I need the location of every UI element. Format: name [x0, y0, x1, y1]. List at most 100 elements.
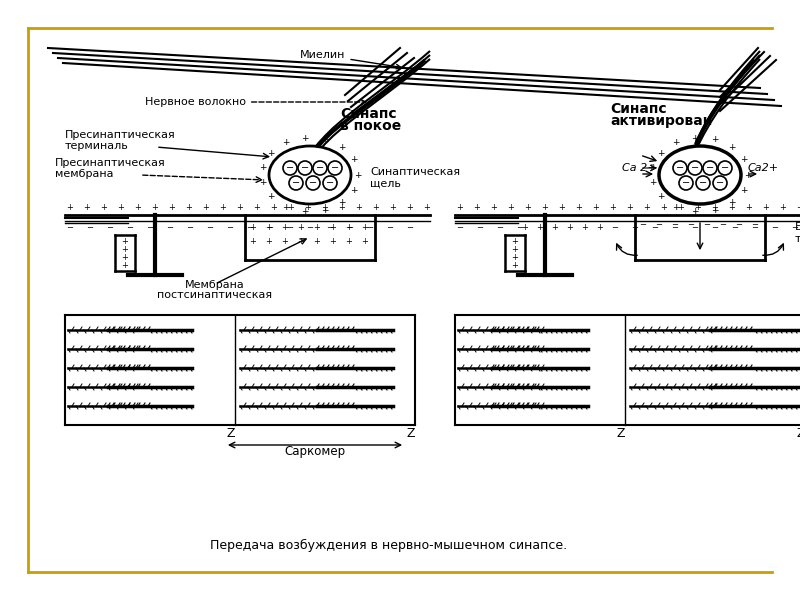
Text: постсинаптическая: постсинаптическая: [158, 290, 273, 300]
Text: +: +: [658, 192, 665, 201]
Text: +: +: [266, 236, 273, 245]
Text: мембрана: мембрана: [55, 169, 114, 179]
Text: +: +: [511, 260, 518, 269]
Circle shape: [696, 176, 710, 190]
Circle shape: [313, 161, 327, 175]
Text: −: −: [655, 220, 662, 229]
Text: Ca2+: Ca2+: [748, 163, 779, 173]
Text: Синаптическая: Синаптическая: [370, 167, 460, 177]
Text: +: +: [354, 170, 362, 179]
Text: −: −: [292, 178, 300, 188]
Text: +: +: [658, 149, 665, 158]
Text: +: +: [728, 143, 736, 152]
Text: +: +: [542, 203, 549, 212]
Text: −: −: [126, 223, 134, 232]
Text: щель: щель: [370, 179, 401, 189]
Text: +: +: [305, 203, 311, 212]
Text: −: −: [719, 220, 726, 229]
Text: +: +: [797, 203, 800, 212]
Text: −: −: [671, 220, 678, 229]
Text: +: +: [314, 236, 321, 245]
Text: −: −: [687, 220, 694, 229]
Text: −: −: [731, 223, 738, 232]
Text: +: +: [610, 203, 617, 212]
Text: +: +: [558, 203, 566, 212]
Text: +: +: [122, 245, 129, 253]
Text: в покое: в покое: [340, 119, 402, 133]
Circle shape: [718, 161, 732, 175]
Text: −: −: [706, 163, 714, 173]
Text: +: +: [490, 203, 498, 212]
Ellipse shape: [659, 146, 741, 204]
Text: −: −: [716, 178, 724, 188]
Text: +: +: [302, 207, 309, 216]
Text: +: +: [282, 236, 289, 245]
Text: +: +: [511, 245, 518, 253]
Text: +: +: [474, 203, 481, 212]
Text: +: +: [298, 223, 305, 232]
Text: −: −: [146, 223, 154, 232]
Text: +: +: [390, 203, 397, 212]
Text: −: −: [66, 223, 74, 232]
Text: −: −: [386, 223, 394, 232]
Text: Миелин: Миелин: [300, 50, 401, 69]
Text: Саркомер: Саркомер: [285, 445, 346, 458]
Text: −: −: [639, 220, 646, 229]
Text: +: +: [350, 185, 358, 194]
Text: +: +: [250, 223, 257, 232]
Text: −: −: [791, 223, 798, 232]
Text: Z: Z: [226, 427, 235, 440]
Text: −: −: [751, 220, 758, 229]
Text: Пресинаптическая: Пресинаптическая: [65, 130, 176, 140]
Text: −: −: [699, 178, 707, 188]
Circle shape: [688, 161, 702, 175]
Text: −: −: [771, 223, 778, 232]
Text: +: +: [650, 163, 657, 172]
Text: +: +: [779, 203, 786, 212]
Text: +: +: [118, 203, 125, 212]
Text: +: +: [728, 198, 736, 207]
Text: −: −: [517, 223, 523, 232]
Circle shape: [328, 161, 342, 175]
Text: +: +: [259, 163, 266, 172]
Text: +: +: [566, 223, 574, 232]
Text: +: +: [575, 203, 582, 212]
Text: Пресинаптическая: Пресинаптическая: [55, 158, 166, 168]
Text: +: +: [511, 236, 518, 245]
Text: +: +: [711, 203, 718, 212]
Text: +: +: [762, 203, 770, 212]
Text: +: +: [267, 149, 275, 158]
Text: +: +: [122, 253, 129, 262]
Text: −: −: [306, 223, 314, 232]
Text: +: +: [346, 236, 353, 245]
Text: +: +: [282, 203, 290, 212]
Text: −: −: [671, 223, 678, 232]
Text: +: +: [691, 207, 698, 216]
Circle shape: [673, 161, 687, 175]
Text: +: +: [282, 139, 290, 148]
Text: −: −: [703, 220, 710, 229]
Text: −: −: [691, 223, 698, 232]
Text: +: +: [597, 223, 603, 232]
Text: +: +: [202, 203, 210, 212]
Text: +: +: [740, 185, 748, 194]
Text: Био-
ток: Био- ток: [795, 222, 800, 244]
Text: +: +: [362, 223, 369, 232]
Text: −: −: [751, 223, 758, 232]
Text: +: +: [346, 223, 353, 232]
Text: +: +: [423, 203, 430, 212]
Text: Передача возбуждения в нервно-мышечном синапсе.: Передача возбуждения в нервно-мышечном с…: [210, 538, 567, 551]
Text: +: +: [151, 203, 158, 212]
Text: +: +: [314, 223, 321, 232]
Text: Синапс: Синапс: [340, 107, 397, 121]
Text: +: +: [101, 203, 107, 212]
Text: −: −: [477, 223, 483, 232]
Text: +: +: [582, 223, 589, 232]
Text: +: +: [298, 236, 305, 245]
Text: +: +: [551, 223, 558, 232]
Text: +: +: [457, 203, 463, 212]
Text: Z: Z: [406, 427, 415, 440]
Text: −: −: [326, 178, 334, 188]
Text: −: −: [406, 223, 414, 232]
Text: −: −: [266, 223, 274, 232]
